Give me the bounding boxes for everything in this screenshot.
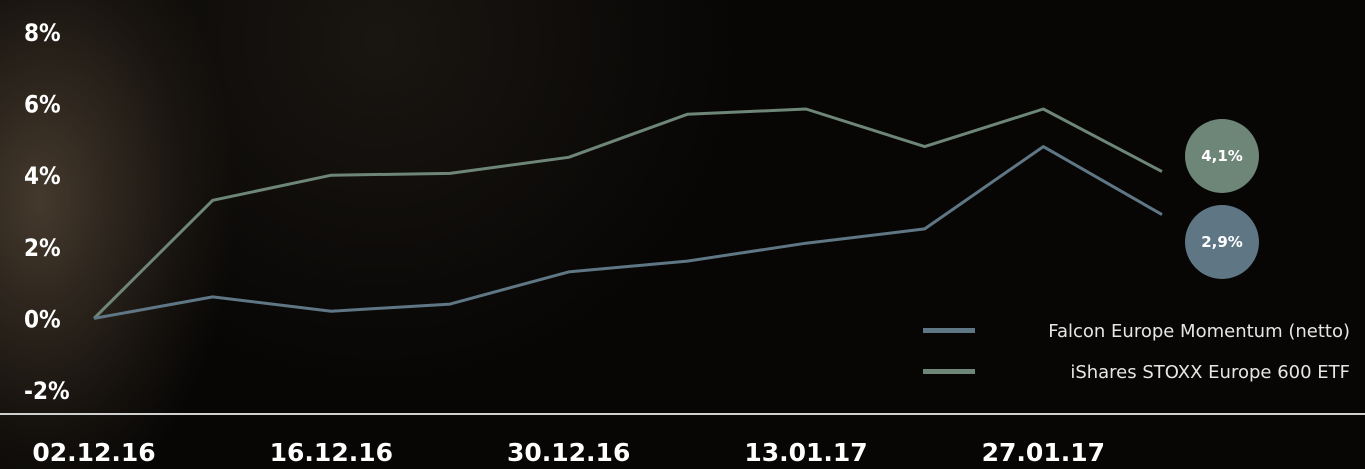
y-tick-label: 6% — [24, 91, 61, 119]
y-tick-label: 8% — [24, 19, 61, 47]
legend-label: Falcon Europe Momentum (netto) — [1048, 321, 1350, 342]
y-axis-ticks: 8% 6% 4% 2% 0% -2% — [24, 19, 70, 405]
series-lines — [92, 107, 1163, 320]
legend-entry: Falcon Europe Momentum (netto) — [923, 321, 1350, 342]
x-tick-label: 02.12.16 — [32, 438, 155, 467]
x-tick-label: 30.12.16 — [507, 438, 630, 467]
legend-entry: iShares STOXX Europe 600 ETF — [923, 362, 1350, 383]
legend-swatch — [923, 369, 975, 374]
x-tick-label: 16.12.16 — [270, 438, 393, 467]
x-tick-label: 27.01.17 — [982, 438, 1105, 467]
badge-value: 4,1% — [1201, 147, 1243, 165]
legend: Falcon Europe Momentum (netto) iShares ST… — [923, 321, 1350, 383]
badge-falcon: 2,9% — [1185, 205, 1259, 279]
end-value-badges: 4,1% 2,9% — [1185, 119, 1259, 279]
legend-label: iShares STOXX Europe 600 ETF — [1070, 362, 1350, 383]
x-axis-ticks: 02.12.16 16.12.16 30.12.16 13.01.17 27.01.17 — [32, 438, 1105, 467]
badge-ishares: 4,1% — [1185, 119, 1259, 193]
series-line-ishares — [92, 107, 1163, 320]
badge-circle — [1185, 119, 1259, 193]
y-tick-label: -2% — [24, 377, 70, 405]
y-tick-label: 2% — [24, 234, 61, 262]
y-tick-label: 4% — [24, 162, 61, 190]
x-tick-label: 13.01.17 — [744, 438, 867, 467]
series-line-falcon — [93, 145, 1163, 320]
y-tick-label: 0% — [24, 305, 61, 333]
badge-value: 2,9% — [1201, 233, 1243, 251]
legend-swatch — [923, 328, 975, 333]
badge-circle — [1185, 205, 1259, 279]
